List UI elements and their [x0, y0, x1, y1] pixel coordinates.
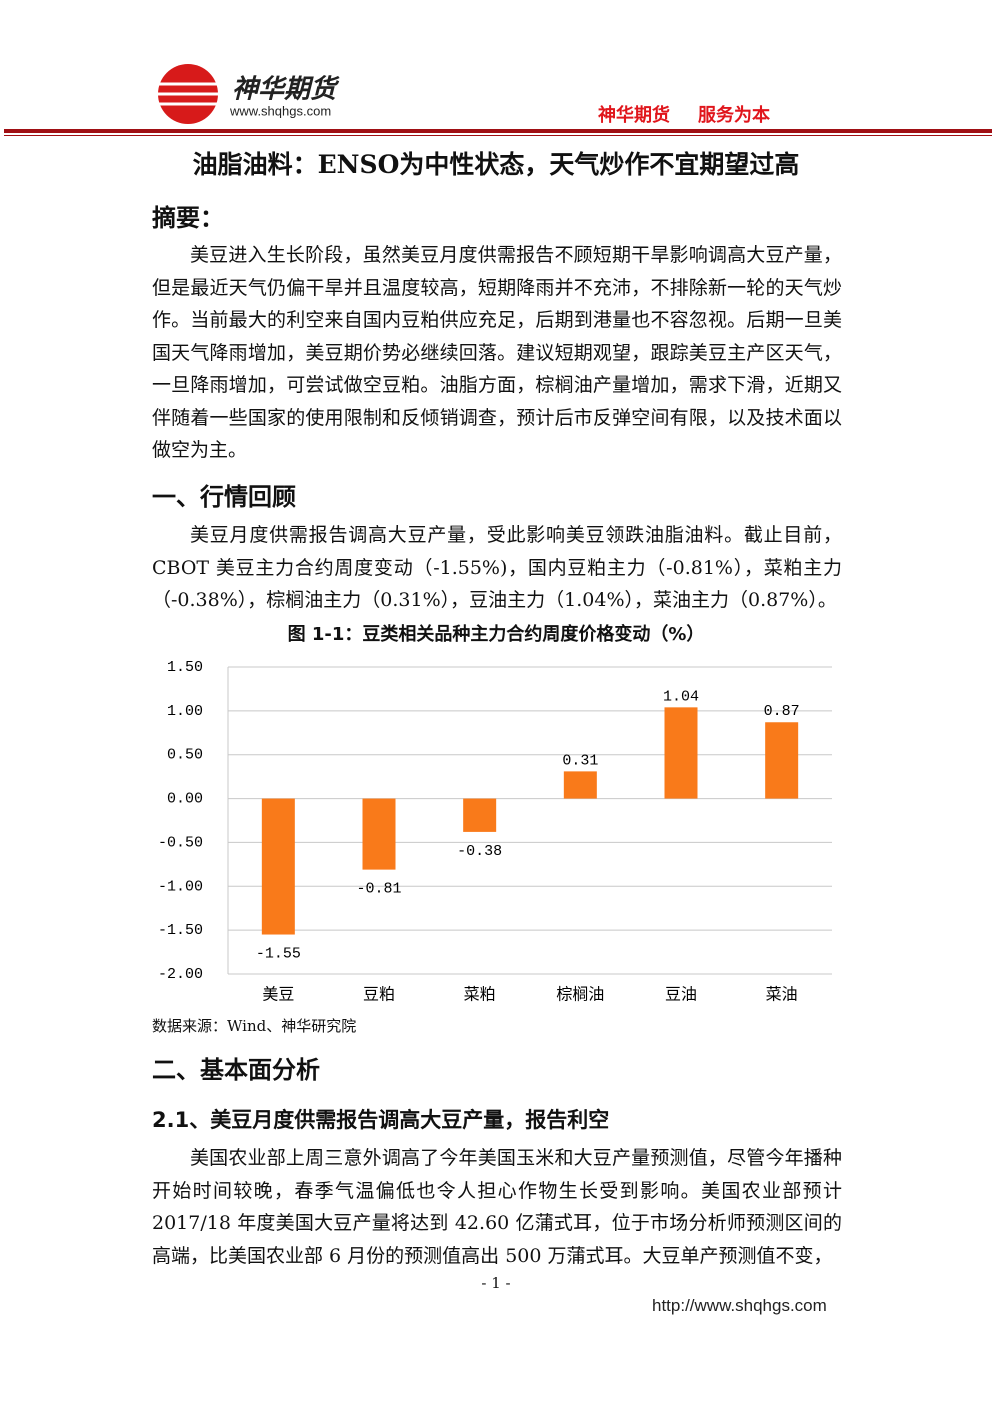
logo-stripes: [158, 82, 218, 106]
x-tick-label: 豆粕: [363, 985, 395, 1004]
footer-url: http://www.shqhgs.com: [652, 1296, 827, 1315]
abstract-text: 美豆进入生长阶段，虽然美豆月度供需报告不顾短期干旱影响调高大豆产量，但是最近天气…: [152, 244, 842, 461]
chart-title: 图 1-1：豆类相关品种主力合约周度价格变动（%）: [287, 624, 705, 645]
abstract-heading: 摘要：: [152, 204, 224, 232]
bar: [261, 798, 295, 935]
y-tick-label: 1.00: [167, 703, 203, 720]
y-tick-label: 1.50: [167, 659, 203, 676]
bar: [664, 707, 698, 799]
header: 神华期货 www.shqhgs.com 神华期货 服务为本: [4, 64, 992, 136]
y-tick-label: 0.50: [167, 747, 203, 764]
chart: 1.50 1.00 0.50 0.00 -0.50 -1.00 -1.50 -2.00 美豆 -1…: [158, 659, 832, 1004]
bar: [765, 722, 799, 799]
y-tick-label: -2.00: [158, 966, 203, 983]
bar: [563, 771, 597, 799]
doc-title: 油脂油料：ENSO为中性状态，天气炒作不宜期望过高: [192, 150, 800, 179]
value-label: 0.31: [562, 752, 598, 769]
slogan: 神华期货: [598, 104, 670, 126]
page-number: - 1 -: [481, 1274, 511, 1292]
value-label: 0.87: [764, 703, 800, 720]
slogan: 服务为本: [698, 104, 770, 126]
value-label: -1.55: [256, 945, 301, 962]
brand: 神华期货: [232, 75, 340, 105]
paragraph: 美豆月度供需报告调高大豆产量，受此影响美豆领跌油脂油料。截止目前，CBOT 美豆…: [152, 524, 842, 611]
section-heading: 一、行情回顾: [152, 483, 296, 511]
x-tick-label: 美豆: [262, 985, 294, 1004]
chart-source: 数据来源：Wind、神华研究院: [152, 1017, 357, 1035]
x-tick-label: 豆油: [665, 985, 697, 1004]
y-tick-label: -0.50: [158, 834, 203, 851]
subsection-heading: 2.1、美豆月度供需报告调高大豆产量，报告利空: [152, 1108, 610, 1132]
bar: [362, 798, 396, 870]
header-rule: [4, 129, 992, 133]
value-label: -0.81: [356, 881, 401, 898]
header-rule: [4, 135, 992, 136]
x-tick-label: 菜油: [766, 985, 798, 1004]
y-tick-label: -1.00: [158, 878, 203, 895]
x-tick-label: 棕榈油: [556, 985, 604, 1004]
website: www.shqhgs.com: [229, 103, 331, 118]
value-label: -0.38: [457, 843, 502, 860]
paragraph: 美国农业部上周三意外调高了今年美国玉米和大豆产量预测值，尽管今年播种开始时间较晚…: [152, 1147, 842, 1267]
bar: [463, 798, 497, 832]
section-heading: 二、基本面分析: [152, 1056, 320, 1084]
value-label: 1.04: [663, 688, 699, 705]
x-tick-label: 菜粕: [464, 985, 496, 1004]
y-tick-label: -1.50: [158, 922, 203, 939]
y-tick-label: 0.00: [167, 791, 203, 808]
